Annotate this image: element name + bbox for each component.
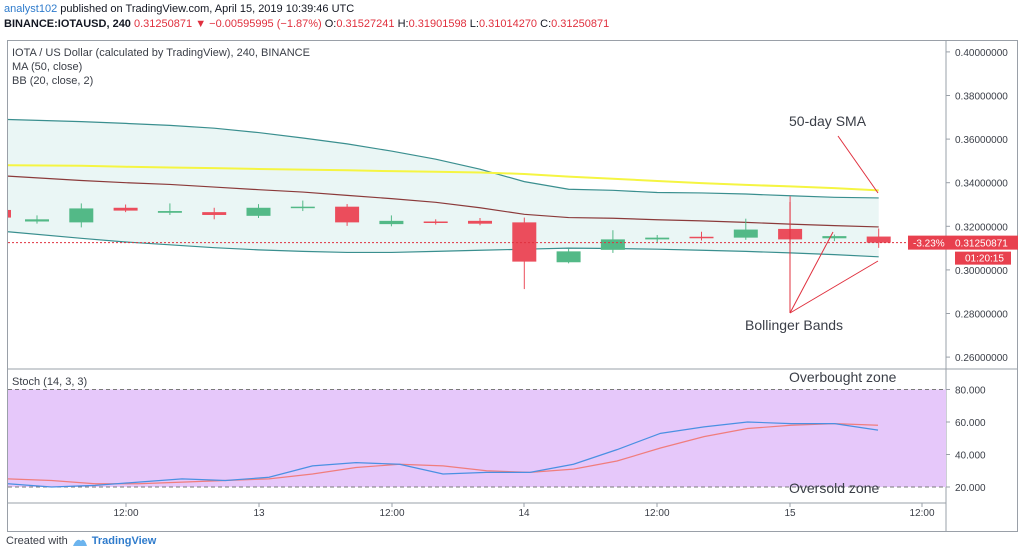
bollinger-basis-line — [7, 175, 879, 228]
legend-ma[interactable]: MA (50, close) — [12, 61, 83, 73]
price-tick-label: 0.36000000 — [955, 135, 1008, 146]
candle-body — [645, 237, 670, 240]
header: analyst102 published on TradingView.com,… — [4, 2, 1020, 34]
chart-frame — [7, 40, 1018, 532]
time-tick-label: 12:00 — [113, 508, 138, 519]
legend-title: IOTA / US Dollar (calculated by TradingV… — [12, 47, 310, 59]
time-tick-label: 14 — [518, 508, 530, 519]
candle-body — [157, 211, 182, 213]
symbol-label: BINANCE:IOTAUSD, 240 — [4, 18, 131, 30]
published-text: published on TradingView.com, April 15, … — [57, 3, 355, 15]
price-badge — [908, 235, 1018, 250]
author-link[interactable]: analyst102 — [4, 3, 58, 15]
annotation-overbought: Overbought zone — [789, 369, 897, 385]
candle-body — [69, 208, 94, 223]
close-value: 0.31250871 — [551, 18, 610, 30]
annotation-oversold: Oversold zone — [789, 480, 879, 496]
stoch-tick-label: 80.000 — [955, 386, 986, 397]
legend-stoch[interactable]: Stoch (14, 3, 3) — [12, 376, 88, 388]
change-value: −0.00595995 (−1.87%) — [209, 18, 322, 30]
footer: Created with TradingView — [6, 535, 156, 547]
price-tick-label: 0.26000000 — [955, 353, 1008, 364]
price-tick-label: 0.34000000 — [955, 179, 1008, 190]
candle-body — [866, 236, 891, 243]
candle-body — [600, 239, 625, 250]
stoch-tick-label: 20.000 — [955, 483, 986, 494]
close-label: C: — [540, 18, 552, 30]
annotation-bb-arrow — [789, 231, 834, 314]
tradingview-brand[interactable]: TradingView — [91, 535, 157, 547]
bollinger-upper-line — [7, 118, 879, 199]
ma50-line — [7, 164, 879, 192]
price-tick-label: 0.30000000 — [955, 266, 1008, 277]
candle-body — [556, 251, 581, 263]
annotation-sma-arrow — [837, 135, 879, 194]
stoch-tick-label: 40.000 — [955, 451, 986, 462]
stoch-band-fill — [8, 389, 946, 487]
price-tick-label: 0.40000000 — [955, 48, 1008, 59]
candle-body — [733, 229, 758, 238]
stoch-k-line — [7, 421, 879, 488]
annotation-bb-arrow — [789, 260, 879, 314]
candle-body — [512, 222, 537, 262]
down-arrow-icon: ▼ — [195, 18, 207, 30]
price-tick-label: 0.32000000 — [955, 222, 1008, 233]
annotation-bollinger: Bollinger Bands — [745, 317, 843, 333]
stoch-tick-label: 60.000 — [955, 418, 986, 429]
candle-body — [202, 212, 227, 215]
candle-body — [8, 209, 11, 218]
bollinger-fill — [8, 119, 879, 257]
price-tick-label: 0.28000000 — [955, 310, 1008, 321]
open-value: 0.31527241 — [336, 18, 395, 30]
open-label: O: — [324, 18, 337, 30]
price-badge-pct: -3.23% — [913, 239, 945, 250]
candle-body — [822, 236, 847, 239]
price-tick-label: 0.38000000 — [955, 92, 1008, 103]
stoch-d-line — [7, 423, 879, 485]
high-label: H: — [397, 18, 409, 30]
time-tick-label: 12:00 — [379, 508, 404, 519]
low-label: L: — [469, 18, 479, 30]
candle-body — [113, 207, 138, 211]
timer-text: 01:20:15 — [965, 254, 1004, 265]
last-price: 0.31250871 — [134, 18, 193, 30]
time-tick-label: 12:00 — [644, 508, 669, 519]
candle-body — [246, 207, 271, 216]
ohlc-line: BINANCE:IOTAUSD, 240 0.31250871 ▼ −0.005… — [4, 17, 1020, 32]
created-with-label: Created with — [6, 535, 68, 547]
candle-body — [335, 206, 360, 223]
time-tick-label: 15 — [784, 508, 796, 519]
publish-line: analyst102 published on TradingView.com,… — [4, 2, 1020, 17]
candle-body — [423, 221, 448, 224]
low-value: 0.31014270 — [478, 18, 538, 30]
candle-body — [379, 220, 404, 225]
price-badge-price: 0.31250871 — [955, 239, 1008, 250]
tradingview-logo-icon — [72, 539, 87, 546]
candle-body — [689, 236, 714, 239]
stoch-legend: Stoch (14, 3, 3) — [12, 375, 87, 389]
bollinger-lower-line — [7, 231, 879, 258]
timer-badge — [955, 251, 1011, 265]
high-value: 0.31901598 — [408, 18, 467, 30]
candle-body — [290, 206, 315, 209]
candle-body — [468, 220, 492, 224]
legend-bb[interactable]: BB (20, close, 2) — [12, 75, 94, 87]
annotation-sma: 50-day SMA — [789, 113, 867, 129]
time-tick-label: 12:00 — [909, 508, 934, 519]
time-tick-label: 13 — [253, 508, 265, 519]
candle-body — [25, 219, 49, 222]
chart-legend: IOTA / US Dollar (calculated by TradingV… — [12, 46, 310, 88]
